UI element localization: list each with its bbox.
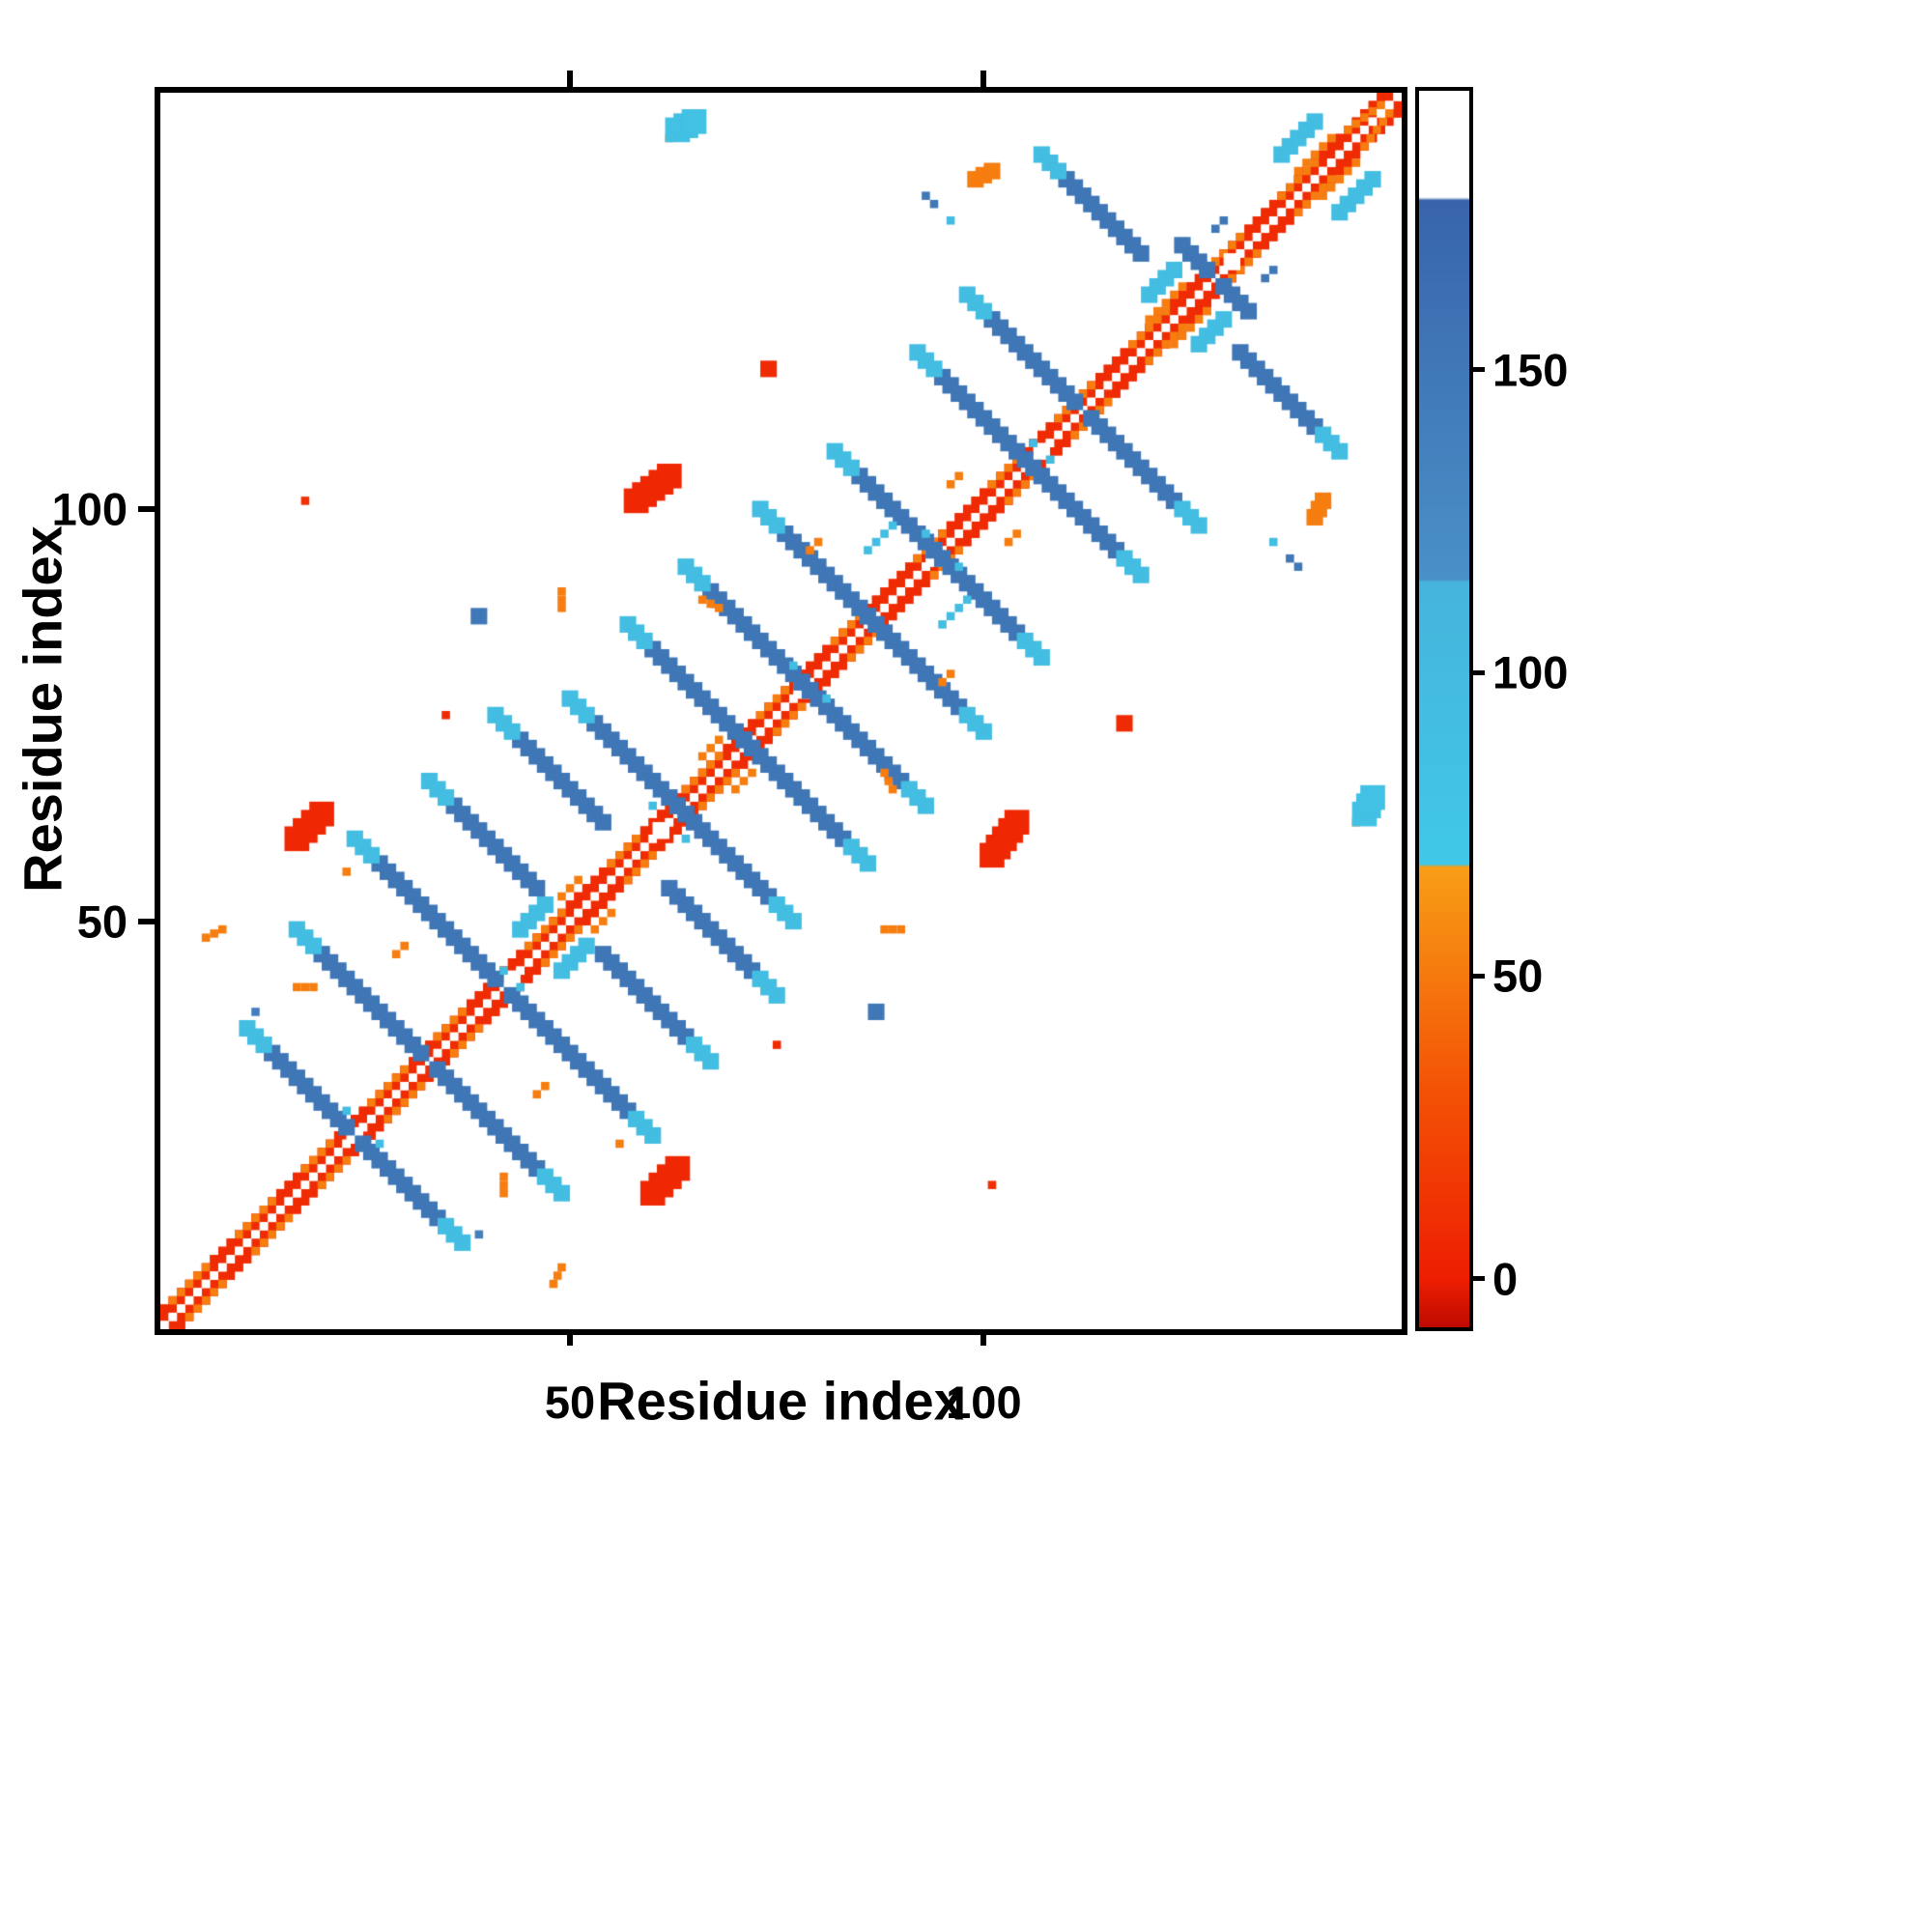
x-tick-mark-top — [980, 71, 987, 87]
y-axis-label: Residue index — [12, 526, 73, 893]
colorbar-tick-mark — [1469, 669, 1485, 675]
x-axis-label: Residue index — [597, 1370, 964, 1432]
colorbar-tick-mark — [1469, 973, 1485, 979]
heatmap-plot-area — [155, 87, 1407, 1335]
x-tick-mark-top — [567, 71, 574, 87]
colorbar-tick-label: 150 — [1492, 344, 1569, 396]
colorbar — [1415, 87, 1473, 1331]
colorbar-tick-mark — [1469, 1276, 1485, 1282]
x-tick-mark — [980, 1329, 987, 1346]
x-tick-mark — [567, 1329, 574, 1346]
y-tick-mark — [138, 918, 155, 924]
y-tick-label: 50 — [76, 895, 128, 948]
y-tick-label: 100 — [51, 483, 128, 535]
colorbar-tick-label: 50 — [1492, 950, 1544, 1002]
colorbar-tick-label: 0 — [1492, 1253, 1519, 1305]
colorbar-tick-mark — [1469, 367, 1485, 373]
colorbar-canvas — [1419, 91, 1469, 1327]
heatmap-canvas — [160, 93, 1402, 1329]
x-tick-label: 50 — [544, 1377, 596, 1428]
y-tick-mark — [138, 505, 155, 512]
x-tick-label: 100 — [946, 1377, 1022, 1428]
colorbar-tick-label: 100 — [1492, 646, 1569, 698]
